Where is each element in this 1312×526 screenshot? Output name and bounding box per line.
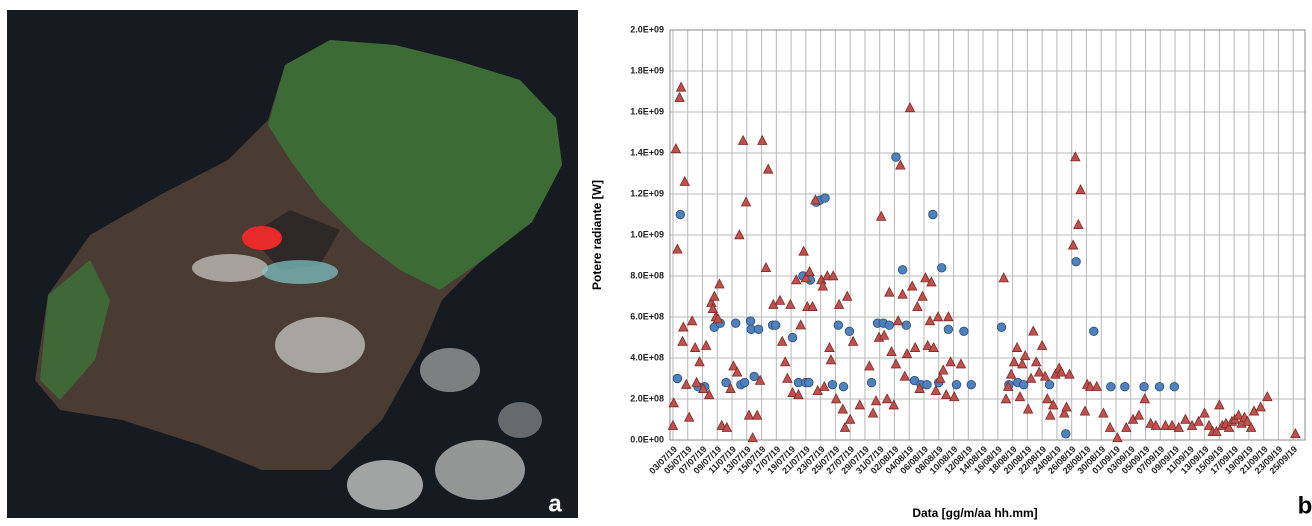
data-point bbox=[885, 321, 894, 330]
y-axis-title: Potere radiante [W] bbox=[590, 180, 604, 290]
y-tick-label: 0.0E+00 bbox=[630, 434, 664, 444]
panel-label: a bbox=[548, 490, 562, 517]
data-point bbox=[1107, 382, 1116, 391]
data-point bbox=[788, 333, 797, 342]
data-point bbox=[828, 380, 837, 389]
y-tick-label: 1.2E+09 bbox=[630, 188, 664, 198]
data-point bbox=[1045, 380, 1054, 389]
figure: a b Potere radiante [W] Data [gg/m/aa hh… bbox=[0, 0, 1312, 526]
data-point bbox=[834, 321, 843, 330]
satellite-image bbox=[7, 10, 578, 518]
y-tick-label: 1.6E+09 bbox=[630, 106, 664, 116]
data-point bbox=[1170, 382, 1179, 391]
data-point bbox=[1090, 327, 1099, 336]
data-point bbox=[771, 321, 780, 330]
y-tick-label: 8.0E+08 bbox=[630, 270, 664, 280]
data-point bbox=[952, 380, 961, 389]
y-tick-label: 4.0E+08 bbox=[630, 352, 664, 362]
y-tick-label: 1.0E+09 bbox=[630, 229, 664, 239]
y-tick-label: 2.0E+09 bbox=[630, 24, 664, 34]
data-point bbox=[1140, 382, 1149, 391]
data-point bbox=[944, 325, 953, 334]
data-point bbox=[937, 264, 946, 273]
y-tick-label: 1.4E+09 bbox=[630, 147, 664, 157]
data-point bbox=[997, 323, 1006, 332]
data-point bbox=[867, 378, 876, 387]
data-point bbox=[967, 380, 976, 389]
data-point bbox=[821, 194, 830, 203]
data-point bbox=[1061, 430, 1070, 439]
y-tick-label: 6.0E+08 bbox=[630, 311, 664, 321]
data-point bbox=[923, 380, 932, 389]
panel-label: b bbox=[1298, 492, 1312, 519]
data-point bbox=[740, 378, 749, 387]
data-point bbox=[929, 210, 938, 219]
data-point bbox=[805, 378, 814, 387]
data-point bbox=[960, 327, 969, 336]
data-point bbox=[731, 319, 740, 328]
data-point bbox=[746, 317, 755, 326]
data-point bbox=[898, 266, 907, 275]
x-axis-title: Data [gg/m/aa hh.mm] bbox=[912, 506, 1037, 520]
data-point bbox=[839, 382, 848, 391]
data-point bbox=[1155, 382, 1164, 391]
data-point bbox=[1121, 382, 1130, 391]
y-tick-label: 1.8E+09 bbox=[630, 65, 664, 75]
data-point bbox=[892, 153, 901, 162]
data-point bbox=[673, 374, 682, 383]
data-point bbox=[845, 327, 854, 336]
data-point bbox=[676, 210, 685, 219]
y-tick-label: 2.0E+08 bbox=[630, 393, 664, 403]
data-point bbox=[1072, 257, 1081, 266]
data-point bbox=[754, 325, 763, 334]
data-point bbox=[750, 372, 759, 381]
